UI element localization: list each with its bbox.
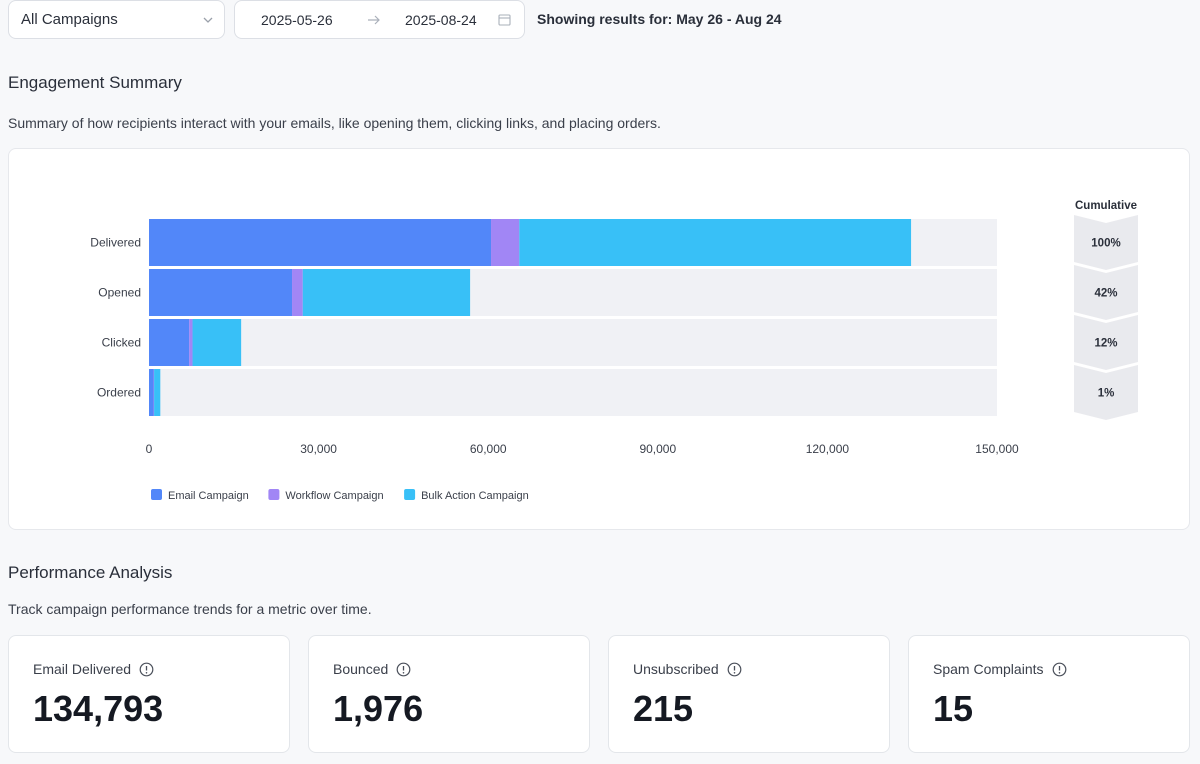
legend-label: Bulk Action Campaign: [421, 490, 529, 502]
campaign-select-value: All Campaigns: [21, 11, 118, 28]
legend-label: Workflow Campaign: [285, 490, 383, 502]
x-tick-label: 150,000: [975, 442, 1019, 456]
kpi-card-spam-complaints[interactable]: Spam Complaints 15: [908, 635, 1190, 753]
kpi-label: Email Delivered: [33, 661, 132, 677]
bar-segment-workflow-campaign: [491, 219, 520, 266]
performance-analysis-description: Track campaign performance trends for a …: [8, 601, 372, 617]
cumulative-value: 42%: [1094, 288, 1117, 300]
kpi-label: Spam Complaints: [933, 661, 1044, 677]
chevron-down-icon: [203, 17, 213, 23]
bar-segment-email-campaign: [149, 269, 293, 316]
x-tick-label: 30,000: [300, 442, 337, 456]
bar-track: [149, 319, 997, 366]
x-tick-label: 120,000: [806, 442, 850, 456]
kpi-card-unsubscribed[interactable]: Unsubscribed 215: [608, 635, 890, 753]
calendar-icon: [498, 14, 511, 26]
bar-segment-bulk-action-campaign: [154, 369, 161, 416]
campaign-select[interactable]: All Campaigns: [8, 0, 225, 39]
category-label: Clicked: [102, 336, 141, 350]
engagement-summary-description: Summary of how recipients interact with …: [8, 115, 661, 131]
legend-swatch: [268, 489, 280, 500]
bar-segment-workflow-campaign: [189, 319, 193, 366]
performance-analysis-title: Performance Analysis: [8, 563, 173, 582]
bar-segment-workflow-campaign: [153, 369, 155, 416]
info-icon[interactable]: [139, 662, 154, 677]
engagement-summary-title: Engagement Summary: [8, 73, 182, 92]
x-tick-label: 0: [146, 442, 153, 456]
engagement-funnel-chart: Delivered Opened Clicked Ordered 0 30,000 60,0…: [90, 200, 1138, 502]
cumulative-chevron: [1074, 315, 1138, 370]
kpi-value: 15: [933, 688, 974, 729]
cumulative-chevron: [1074, 365, 1138, 420]
bar-segment-email-campaign: [149, 369, 154, 416]
kpi-value: 215: [633, 688, 694, 729]
date-end-input[interactable]: 2025-08-24: [405, 12, 477, 28]
kpi-label: Unsubscribed: [633, 661, 719, 677]
bar-segment-email-campaign: [149, 219, 492, 266]
x-tick-label: 60,000: [470, 442, 507, 456]
cumulative-value: 100%: [1091, 238, 1120, 250]
legend-label: Email Campaign: [168, 490, 249, 502]
date-range-picker[interactable]: 2025-05-26 2025-08-24: [234, 0, 525, 39]
bar-segment-workflow-campaign: [292, 269, 303, 316]
kpi-value: 134,793: [33, 688, 164, 729]
kpi-card-email-delivered[interactable]: Email Delivered 134,793: [8, 635, 290, 753]
arrow-right-icon: [368, 15, 380, 25]
legend-swatch: [404, 489, 416, 500]
bar-segment-bulk-action-campaign: [519, 219, 912, 266]
cumulative-chevron: [1074, 215, 1138, 270]
cumulative-chevron: [1074, 265, 1138, 320]
info-icon[interactable]: [727, 662, 742, 677]
info-icon[interactable]: [396, 662, 411, 677]
x-tick-label: 90,000: [639, 442, 676, 456]
bar-track: [149, 369, 997, 416]
cumulative-header: Cumulative: [1075, 200, 1137, 212]
bar-segment-bulk-action-campaign: [302, 269, 471, 316]
engagement-chart-card: Delivered Opened Clicked Ordered 0 30,000 60,0…: [8, 148, 1190, 530]
bar-segment-email-campaign: [149, 319, 190, 366]
kpi-label: Bounced: [333, 661, 389, 677]
legend-swatch: [151, 489, 162, 500]
cumulative-value: 1%: [1098, 388, 1115, 400]
date-start-input[interactable]: 2025-05-26: [261, 12, 333, 28]
info-icon[interactable]: [1052, 662, 1067, 677]
category-label: Ordered: [97, 386, 141, 400]
cumulative-value: 12%: [1094, 338, 1117, 350]
kpi-value: 1,976: [333, 688, 424, 729]
category-label: Delivered: [90, 236, 141, 250]
category-label: Opened: [98, 286, 141, 300]
bar-segment-bulk-action-campaign: [192, 319, 242, 366]
showing-results-text: Showing results for: May 26 - Aug 24: [537, 11, 782, 27]
kpi-card-bounced[interactable]: Bounced 1,976: [308, 635, 590, 753]
